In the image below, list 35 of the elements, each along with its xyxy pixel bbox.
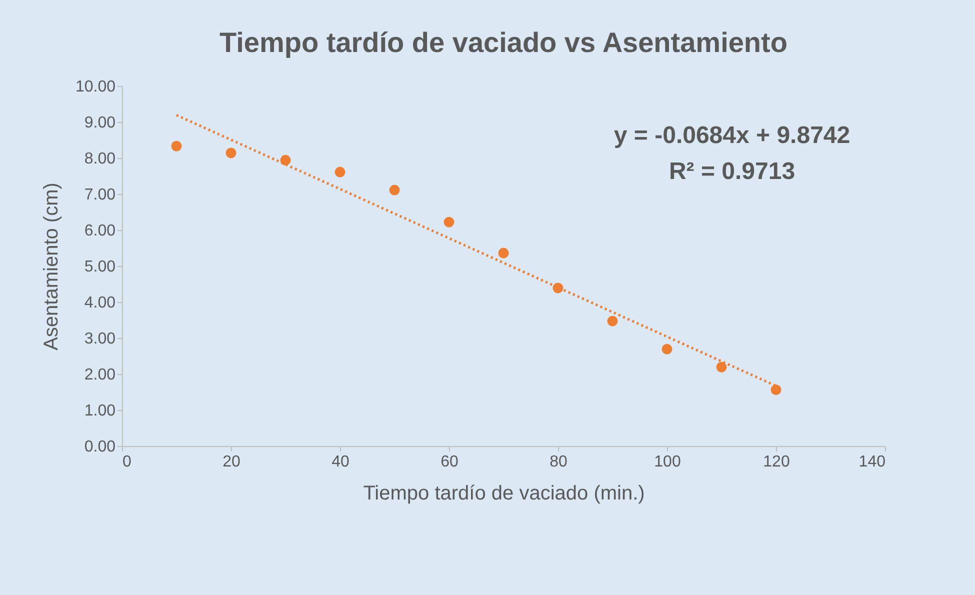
y-tick-label: 7.00 — [84, 186, 116, 204]
x-tick-label: 0 — [122, 454, 132, 470]
point — [716, 362, 727, 372]
point — [607, 316, 618, 326]
y-tick-label: 4.00 — [84, 294, 116, 312]
y-tick-label: 8.00 — [84, 150, 116, 168]
y-tick-label: 9.00 — [84, 114, 116, 132]
y-tick-label: 6.00 — [84, 222, 116, 240]
annotation: y = -0.0684x + 9.8742 — [614, 122, 850, 149]
y-tick-label: 2.00 — [84, 366, 116, 384]
point — [770, 384, 782, 396]
y-tick-label: 1.00 — [84, 402, 116, 420]
point — [389, 184, 400, 196]
y-tick-label: 5.00 — [84, 258, 116, 276]
point — [280, 154, 291, 166]
y-tick-label: 10.00 — [75, 78, 116, 96]
point — [662, 344, 672, 354]
point — [171, 140, 182, 152]
x-tick-label: 80 — [550, 454, 568, 470]
x-tick-label: 100 — [654, 454, 681, 470]
y-axis-title: Asentamiento (cm) — [40, 182, 62, 350]
x-tick-label: 20 — [222, 454, 240, 470]
y-tick-label: 0.00 — [84, 438, 116, 456]
x-tick-label: 140 — [858, 454, 886, 470]
point — [444, 216, 454, 228]
point — [226, 148, 236, 158]
x-tick-label: 120 — [763, 454, 790, 470]
annotation: R² = 0.9713 — [668, 158, 796, 185]
point — [334, 166, 346, 178]
point — [498, 248, 509, 258]
y-tick-label: 3.00 — [84, 330, 116, 348]
x-tick-label: 60 — [440, 454, 458, 470]
x-tick-label: 40 — [332, 454, 350, 470]
chart-title: Tiempo tardío de vaciado vs Asentamiento — [220, 27, 788, 58]
x-axis-title: Tiempo tardío de vaciado (min.) — [363, 482, 645, 504]
